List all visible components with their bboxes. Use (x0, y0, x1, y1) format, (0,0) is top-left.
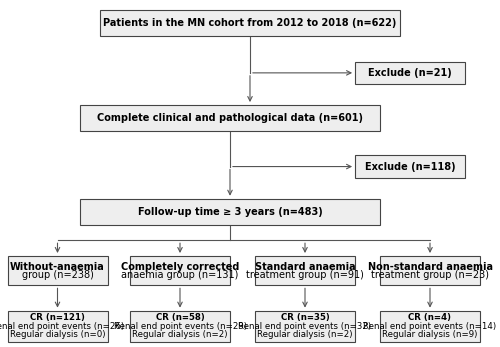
FancyBboxPatch shape (100, 9, 400, 36)
Text: treatment group (n=91): treatment group (n=91) (246, 270, 364, 280)
Text: CR (n=121): CR (n=121) (30, 313, 85, 322)
Text: Regular dialysis (n=2): Regular dialysis (n=2) (257, 330, 353, 339)
Text: Exclude (n=21): Exclude (n=21) (368, 68, 452, 78)
FancyBboxPatch shape (255, 311, 355, 342)
Text: Standard anaemia: Standard anaemia (254, 262, 356, 272)
Text: CR (n=58): CR (n=58) (156, 313, 204, 322)
Text: Renal end point events (n=32): Renal end point events (n=32) (238, 322, 372, 331)
Text: anaemia group (n=131): anaemia group (n=131) (122, 270, 238, 280)
Text: Patients in the MN cohort from 2012 to 2018 (n=622): Patients in the MN cohort from 2012 to 2… (104, 18, 397, 27)
Text: group (n=238): group (n=238) (22, 270, 94, 280)
FancyBboxPatch shape (255, 256, 355, 285)
FancyBboxPatch shape (130, 256, 230, 285)
FancyBboxPatch shape (80, 198, 380, 225)
Text: Regular dialysis (n=0): Regular dialysis (n=0) (10, 330, 105, 339)
Text: Follow-up time ≥ 3 years (n=483): Follow-up time ≥ 3 years (n=483) (138, 207, 322, 217)
Text: Without-anaemia: Without-anaemia (10, 262, 105, 272)
FancyBboxPatch shape (8, 256, 108, 285)
FancyBboxPatch shape (380, 256, 480, 285)
FancyBboxPatch shape (80, 105, 380, 131)
Text: CR (n=4): CR (n=4) (408, 313, 452, 322)
Text: treatment group (n=23): treatment group (n=23) (371, 270, 489, 280)
FancyBboxPatch shape (130, 311, 230, 342)
Text: Completely corrected: Completely corrected (121, 262, 239, 272)
Text: Renal end point events (n=14): Renal end point events (n=14) (364, 322, 496, 331)
Text: Complete clinical and pathological data (n=601): Complete clinical and pathological data … (97, 113, 363, 123)
Text: Regular dialysis (n=9): Regular dialysis (n=9) (382, 330, 478, 339)
FancyBboxPatch shape (8, 311, 108, 342)
FancyBboxPatch shape (355, 155, 465, 178)
FancyBboxPatch shape (380, 311, 480, 342)
Text: Renal end point events (n=26): Renal end point events (n=26) (0, 322, 124, 331)
Text: Exclude (n=118): Exclude (n=118) (364, 162, 456, 171)
Text: CR (n=35): CR (n=35) (280, 313, 330, 322)
FancyBboxPatch shape (355, 62, 465, 84)
Text: Non-standard anaemia: Non-standard anaemia (368, 262, 492, 272)
Text: Regular dialysis (n=2): Regular dialysis (n=2) (132, 330, 228, 339)
Text: Renal end point events (n=29): Renal end point events (n=29) (114, 322, 246, 331)
